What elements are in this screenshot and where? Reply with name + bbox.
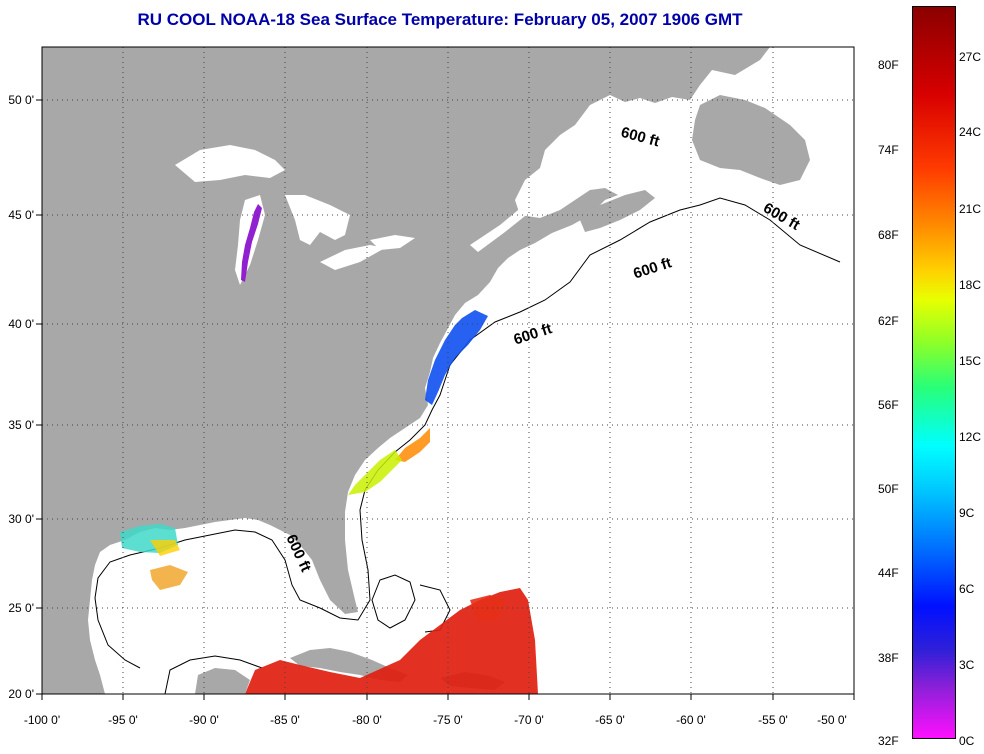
map-title: RU COOL NOAA-18 Sea Surface Temperature:…: [137, 10, 743, 29]
lon-tick-label: -60 0': [676, 713, 706, 727]
colorbar-c-label: 9C: [959, 506, 975, 520]
colorbar-f-label: 38F: [878, 651, 899, 665]
lat-tick-label: 50 0': [8, 93, 34, 107]
land-nova-scotia: [580, 190, 655, 232]
lon-tick-labels: -100 0' -95 0' -90 0' -85 0' -80 0' -75 …: [24, 713, 847, 727]
lat-tick-label: 35 0': [8, 418, 34, 432]
sst-caribbean: [245, 588, 538, 694]
sst-gulf-mid: [150, 565, 188, 590]
colorbar-f-label: 50F: [878, 482, 899, 496]
sst-gulf-north-warm: [150, 540, 180, 556]
st-lawrence-river: [470, 155, 595, 252]
colorbar-f-label: 80F: [878, 58, 899, 72]
sst-lake-michigan: [241, 204, 262, 282]
sst-mid-atlantic: [425, 310, 488, 405]
land-newfoundland: [692, 95, 810, 185]
gulf-st-lawrence: [590, 130, 690, 190]
lat-tick-label: 45 0': [8, 208, 34, 222]
colorbar-f-label: 32F: [878, 734, 899, 748]
colorbar-c-label: 18C: [959, 278, 982, 292]
colorbar-f-label: 74F: [878, 143, 899, 157]
land-yucatan: [195, 668, 250, 694]
temperature-colorbar: [912, 6, 956, 739]
land-north-america: [42, 47, 770, 694]
lon-tick-label: -100 0': [24, 713, 60, 727]
sst-hatteras-warm: [395, 428, 430, 462]
lat-tick-label: 30 0': [8, 512, 34, 526]
lon-tick-label: -80 0': [352, 713, 382, 727]
colorbar-c-label: 24C: [959, 125, 982, 139]
lake-superior: [175, 145, 285, 182]
colorbar-f-label: 56F: [878, 398, 899, 412]
colorbar-f-label: 68F: [878, 228, 899, 242]
colorbar-c-label: 21C: [959, 202, 982, 216]
lat-tick-label: 25 0': [8, 601, 34, 615]
lon-tick-label: -65 0': [595, 713, 625, 727]
colorbar-f-label: 62F: [878, 314, 899, 328]
sst-data: [120, 204, 538, 694]
lake-huron: [285, 195, 350, 245]
lon-tick-label: -55 0': [758, 713, 788, 727]
colorbar-c-label: 0C: [959, 734, 975, 748]
lon-tick-label: -50 0': [817, 713, 847, 727]
colorbar-c-label: 3C: [959, 658, 975, 672]
lon-tick-label: -70 0': [514, 713, 544, 727]
lon-tick-label: -90 0': [189, 713, 219, 727]
colorbar-c-label: 15C: [959, 354, 982, 368]
sst-southeast-shelf: [348, 450, 402, 495]
lat-tick-label: 40 0': [8, 317, 34, 331]
lake-ontario: [370, 235, 415, 250]
colorbar-c-label: 12C: [959, 430, 982, 444]
lon-tick-label: -95 0': [108, 713, 138, 727]
tick-marks: [36, 99, 855, 700]
colorbar-c-label: 6C: [959, 582, 975, 596]
lat-tick-labels: 50 0' 45 0' 40 0' 35 0' 30 0' 25 0' 20 0…: [8, 93, 34, 701]
colorbar-c-label: 27C: [959, 50, 982, 64]
colorbar-f-label: 44F: [878, 566, 899, 580]
lake-erie: [320, 245, 385, 270]
lon-tick-label: -75 0': [433, 713, 463, 727]
grid: [42, 47, 854, 694]
lat-tick-label: 20 0': [8, 687, 34, 701]
lon-tick-label: -85 0': [270, 713, 300, 727]
